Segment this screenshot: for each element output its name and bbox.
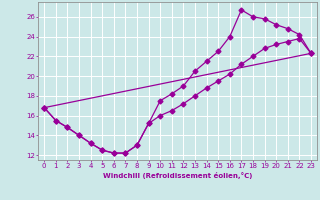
X-axis label: Windchill (Refroidissement éolien,°C): Windchill (Refroidissement éolien,°C)	[103, 172, 252, 179]
